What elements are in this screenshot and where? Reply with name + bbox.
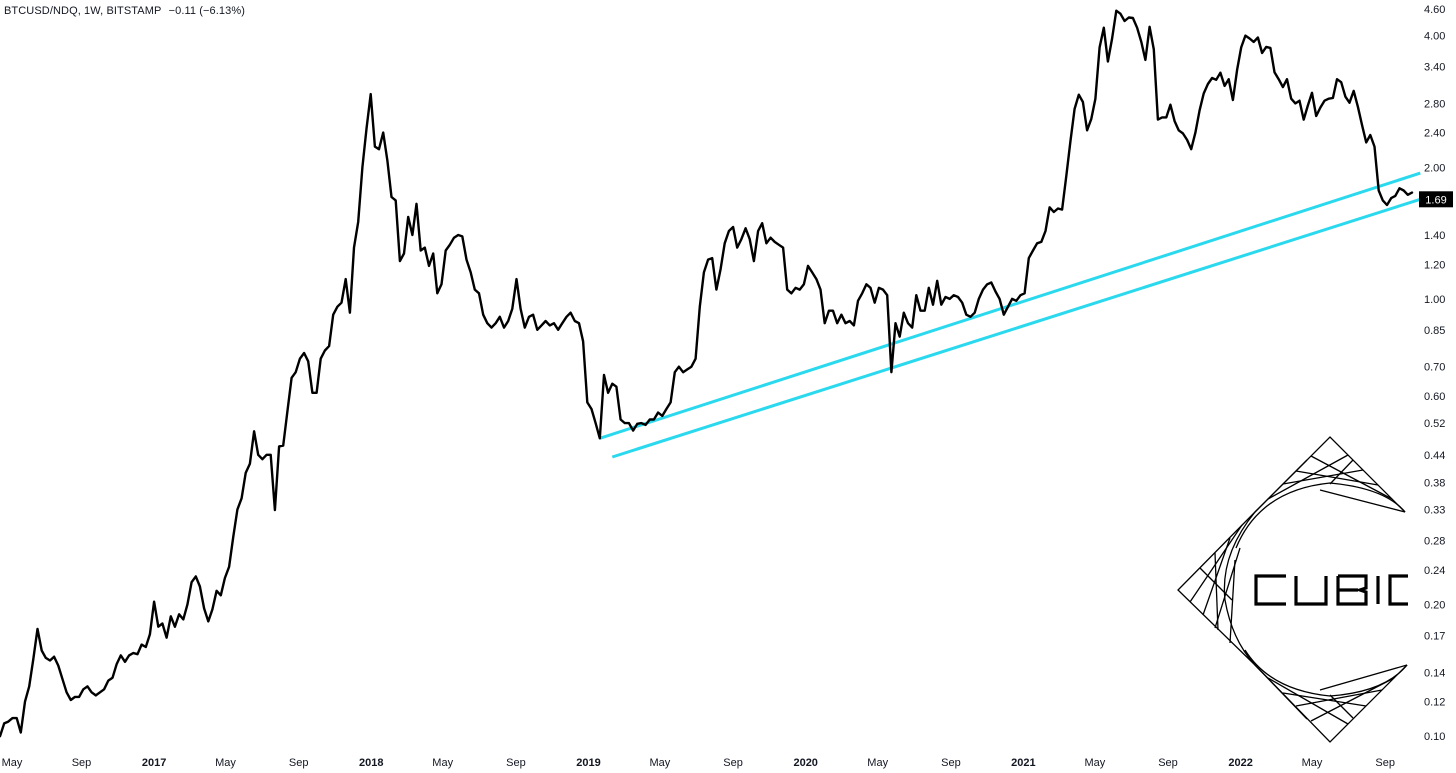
y-tick-label: 0.14: [1424, 667, 1445, 679]
x-tick-label: May: [215, 757, 236, 769]
y-tick-label: 0.60: [1424, 391, 1445, 403]
y-tick-label: 0.20: [1424, 600, 1445, 612]
x-tick-label: 2019: [576, 757, 600, 769]
y-tick-label: 0.24: [1424, 565, 1445, 577]
trendlines: [599, 171, 1421, 459]
y-tick-label: 0.28: [1424, 536, 1445, 548]
x-tick-label: May: [1085, 757, 1106, 769]
y-tick-label: 0.44: [1424, 450, 1445, 462]
trendline-2[interactable]: [611, 197, 1421, 459]
x-tick-label: May: [432, 757, 453, 769]
last-price-badge: [1419, 191, 1453, 208]
y-tick-label: 3.40: [1424, 62, 1445, 74]
y-tick-label: 2.40: [1424, 128, 1445, 140]
y-tick-label: 2.00: [1424, 162, 1445, 174]
y-tick-label: 0.33: [1424, 505, 1445, 517]
y-axis: 4.60 4.00 3.40 2.80 2.40 2.00 1.40 1.20 1.00 0.85…: [1424, 4, 1445, 743]
x-tick-label: 2021: [1011, 757, 1035, 769]
y-tick-label: 0.38: [1424, 478, 1445, 490]
x-tick-label: Sep: [1375, 757, 1395, 769]
trendline-1[interactable]: [599, 171, 1421, 440]
y-tick-label: 0.70: [1424, 362, 1445, 374]
x-axis: May Sep 2017 May Sep 2018 May Sep 2019 May Sep 2020…: [2, 757, 1395, 769]
y-tick-label: 0.12: [1424, 697, 1445, 709]
x-tick-label: 2022: [1228, 757, 1252, 769]
y-tick-label: 1.20: [1424, 259, 1445, 271]
x-tick-label: 2020: [793, 757, 817, 769]
chart-header: BTCUSD/NDQ, 1W, BITSTAMP −0.11 (−6.13%): [4, 5, 249, 17]
price-line-series-1: [0, 9, 1414, 738]
x-tick-label: May: [650, 757, 671, 769]
y-tick-label: 1.40: [1424, 230, 1445, 242]
x-tick-label: Sep: [1158, 757, 1178, 769]
x-tick-label: May: [1302, 757, 1323, 769]
x-tick-label: Sep: [941, 757, 961, 769]
price-change-label: −0.11 (−6.13%): [168, 5, 246, 17]
y-tick-label: 4.00: [1424, 31, 1445, 43]
cubic-wordmark: [1254, 574, 1408, 606]
x-tick-label: Sep: [506, 757, 526, 769]
x-tick-label: Sep: [289, 757, 309, 769]
x-tick-label: Sep: [72, 757, 92, 769]
y-tick-label: 0.52: [1424, 418, 1445, 430]
y-tick-label: 0.85: [1424, 325, 1445, 337]
price-series: [0, 9, 1414, 738]
symbol-label[interactable]: BTCUSD/NDQ, 1W, BITSTAMP: [4, 5, 162, 17]
last-price-label: 1.69: [1425, 194, 1446, 206]
y-tick-label: 1.00: [1424, 294, 1445, 306]
x-tick-label: 2017: [142, 757, 166, 769]
last-price-marker: 1.69: [1419, 191, 1453, 208]
y-tick-label: 0.17: [1424, 630, 1445, 642]
x-tick-label: 2018: [359, 757, 383, 769]
y-tick-label: 2.80: [1424, 98, 1445, 110]
x-tick-label: May: [867, 757, 888, 769]
y-tick-label: 0.10: [1424, 731, 1445, 743]
y-tick-label: 4.60: [1424, 4, 1445, 16]
x-tick-label: Sep: [723, 757, 743, 769]
cubic-diamond-logo: [1177, 436, 1408, 743]
x-tick-label: May: [2, 757, 23, 769]
